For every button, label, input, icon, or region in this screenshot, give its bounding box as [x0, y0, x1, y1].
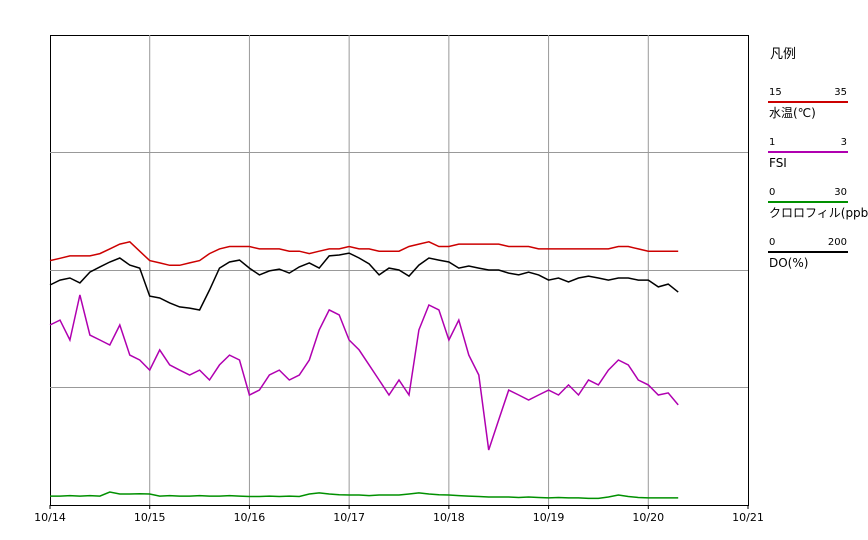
legend-min: 0 — [769, 237, 775, 248]
legend-min: 15 — [769, 87, 782, 98]
legend-max: 35 — [834, 87, 847, 98]
x-tick-label: 10/14 — [34, 511, 66, 524]
legend-max: 200 — [828, 237, 847, 248]
x-tick-label: 10/21 — [732, 511, 764, 524]
legend-label: クロロフィル(ppb) — [769, 206, 868, 220]
legend-min: 0 — [769, 187, 775, 198]
legend-label: 水温(℃) — [769, 106, 816, 120]
x-tick-label: 10/20 — [632, 511, 664, 524]
x-tick-label: 10/15 — [134, 511, 166, 524]
legend-max: 3 — [841, 137, 847, 148]
legend-title: 凡例 — [770, 47, 796, 62]
legend-label: DO(%) — [769, 256, 808, 270]
legend-max: 30 — [834, 187, 847, 198]
legend-label: FSI — [769, 156, 787, 170]
data-line — [49, 294, 679, 451]
x-tick-label: 10/16 — [234, 511, 266, 524]
data-line — [49, 252, 679, 311]
x-tick-label: 10/18 — [433, 511, 465, 524]
data-line — [49, 240, 679, 267]
legend-min: 1 — [769, 137, 775, 148]
data-line — [50, 491, 679, 500]
x-tick-label: 10/17 — [333, 511, 365, 524]
x-tick-label: 10/19 — [533, 511, 565, 524]
